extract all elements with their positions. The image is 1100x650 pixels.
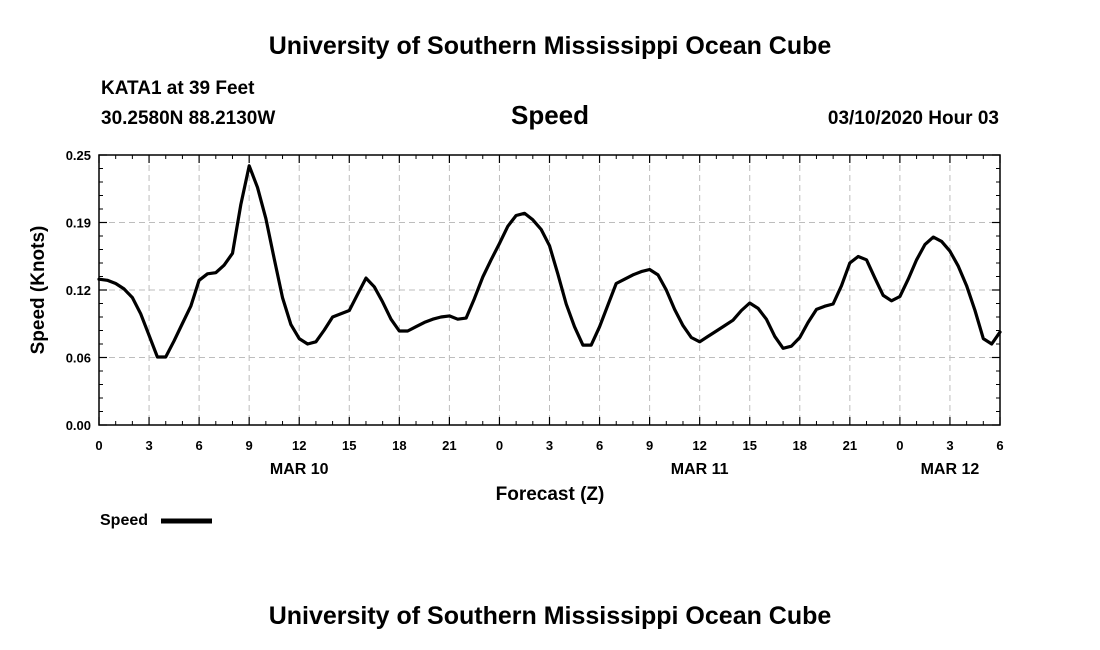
x-tick-label: 0 xyxy=(496,438,503,453)
y-axis-label: Speed (Knots) xyxy=(28,226,49,355)
x-tick-label: 15 xyxy=(742,438,756,453)
gridlines xyxy=(99,155,1000,425)
x-tick-label: 6 xyxy=(996,438,1003,453)
x-tick-label: 9 xyxy=(646,438,653,453)
y-tick-label: 0.06 xyxy=(66,351,91,366)
x-tick-labels: 0 3 6 9 12 15 18 21 0 3 6 9 12 15 18 21 0 3 6 xyxy=(95,438,1003,453)
series-layer xyxy=(97,164,1002,359)
x-tick-label: 21 xyxy=(442,438,456,453)
date-labels: MAR 10 MAR 11 MAR 12 xyxy=(270,461,980,478)
x-tick-label: 9 xyxy=(246,438,253,453)
y-tick-label: 0.12 xyxy=(66,283,91,298)
date-label: MAR 10 xyxy=(270,461,329,478)
x-axis-label: Forecast (Z) xyxy=(496,484,605,505)
x-tick-label: 15 xyxy=(342,438,356,453)
chart-title-bottom: University of Southern Mississippi Ocean… xyxy=(269,602,832,630)
x-tick-label: 18 xyxy=(392,438,406,453)
x-tick-label: 6 xyxy=(596,438,603,453)
y-tick-labels: 0.00 0.06 0.12 0.19 0.25 xyxy=(66,148,91,433)
x-tick-label: 0 xyxy=(896,438,903,453)
x-tick-label: 3 xyxy=(546,438,553,453)
station-coords: 30.2580N 88.2130W xyxy=(101,108,275,129)
x-tick-label: 12 xyxy=(292,438,306,453)
y-tick-label: 0.25 xyxy=(66,148,91,163)
issue-time: 03/10/2020 Hour 03 xyxy=(828,108,999,129)
x-tick-label: 21 xyxy=(843,438,857,453)
x-tick-label: 0 xyxy=(95,438,102,453)
series-line-speed xyxy=(97,164,1002,359)
y-tick-label: 0.00 xyxy=(66,418,91,433)
x-tick-label: 12 xyxy=(692,438,706,453)
x-tick-label: 6 xyxy=(195,438,202,453)
date-label: MAR 12 xyxy=(921,461,980,478)
x-tick-label: 3 xyxy=(145,438,152,453)
axis-ticks xyxy=(98,154,1001,426)
station-label: KATA1 at 39 Feet xyxy=(101,78,255,99)
x-tick-label: 18 xyxy=(793,438,807,453)
parameter-title: Speed xyxy=(511,100,589,130)
y-tick-label: 0.19 xyxy=(66,216,91,231)
chart-title-top: University of Southern Mississippi Ocean… xyxy=(269,32,832,60)
x-tick-label: 3 xyxy=(946,438,953,453)
legend-label: Speed xyxy=(100,512,148,529)
date-label: MAR 11 xyxy=(671,461,729,478)
